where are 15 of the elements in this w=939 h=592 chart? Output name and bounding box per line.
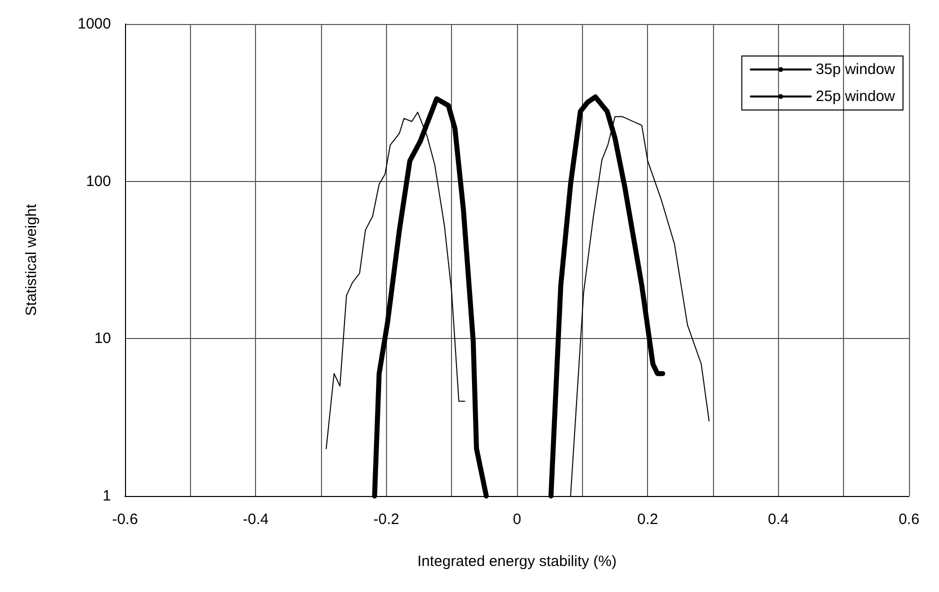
x-axis-title: Integrated energy stability (%) bbox=[417, 553, 617, 570]
x-tick-label: 0.4 bbox=[768, 511, 789, 528]
x-tick-label: -0.2 bbox=[373, 511, 400, 528]
x-tick-label: 0.2 bbox=[637, 511, 658, 528]
y-tick-label: 1000 bbox=[78, 16, 111, 32]
x-tick-label: -0.4 bbox=[242, 511, 269, 528]
y-tick-label: 10 bbox=[94, 330, 111, 348]
legend-label: 25p window bbox=[816, 88, 896, 105]
y-axis-title: Statistical weight bbox=[23, 203, 40, 316]
x-tick-label: 0.6 bbox=[898, 511, 920, 528]
x-tick-label: -0.6 bbox=[112, 511, 138, 528]
y-tick-label: 100 bbox=[86, 172, 111, 190]
y-tick-label: 1 bbox=[102, 488, 111, 504]
legend-label: 35p window bbox=[816, 61, 896, 78]
x-tick-label: 0 bbox=[512, 511, 522, 528]
